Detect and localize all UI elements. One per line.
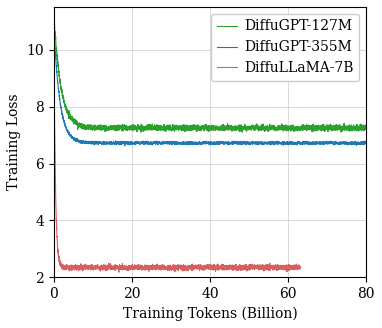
DiffuGPT-127M: [70, 119, 75, 123]
DiffuGPT-355M: [53, 49, 58, 53]
DiffuLLaMA-7B: [53, 151, 57, 155]
DiffuGPT-355M: [364, 141, 369, 145]
DiffuGPT-355M: [65, 127, 69, 131]
DiffuGPT-355M: [204, 141, 209, 145]
DiffuGPT-127M: [52, 13, 56, 17]
DiffuGPT-127M: [65, 108, 69, 112]
DiffuLLaMA-7B: [117, 270, 121, 274]
DiffuGPT-127M: [348, 129, 352, 133]
X-axis label: Training Tokens (Billion): Training Tokens (Billion): [123, 307, 298, 321]
DiffuLLaMA-7B: [52, 31, 56, 35]
DiffuLLaMA-7B: [62, 266, 66, 270]
DiffuGPT-355M: [70, 136, 75, 140]
DiffuLLaMA-7B: [66, 263, 71, 267]
DiffuGPT-355M: [52, 26, 56, 30]
DiffuLLaMA-7B: [172, 265, 176, 269]
Y-axis label: Training Loss: Training Loss: [7, 94, 21, 191]
DiffuGPT-355M: [52, 26, 56, 30]
DiffuGPT-127M: [364, 124, 369, 128]
Line: DiffuLLaMA-7B: DiffuLLaMA-7B: [54, 33, 300, 272]
Line: DiffuGPT-127M: DiffuGPT-127M: [54, 15, 366, 132]
Line: DiffuGPT-355M: DiffuGPT-355M: [54, 28, 366, 146]
DiffuGPT-127M: [204, 128, 209, 132]
DiffuLLaMA-7B: [285, 266, 289, 270]
DiffuGPT-355M: [123, 144, 127, 148]
DiffuGPT-355M: [348, 141, 352, 145]
Legend: DiffuGPT-127M, DiffuGPT-355M, DiffuLLaMA-7B: DiffuGPT-127M, DiffuGPT-355M, DiffuLLaMA…: [211, 14, 359, 81]
DiffuGPT-355M: [113, 141, 117, 145]
DiffuGPT-127M: [113, 127, 117, 131]
DiffuGPT-127M: [240, 130, 244, 134]
DiffuLLaMA-7B: [100, 267, 104, 271]
DiffuLLaMA-7B: [298, 265, 302, 269]
DiffuGPT-127M: [53, 31, 58, 35]
